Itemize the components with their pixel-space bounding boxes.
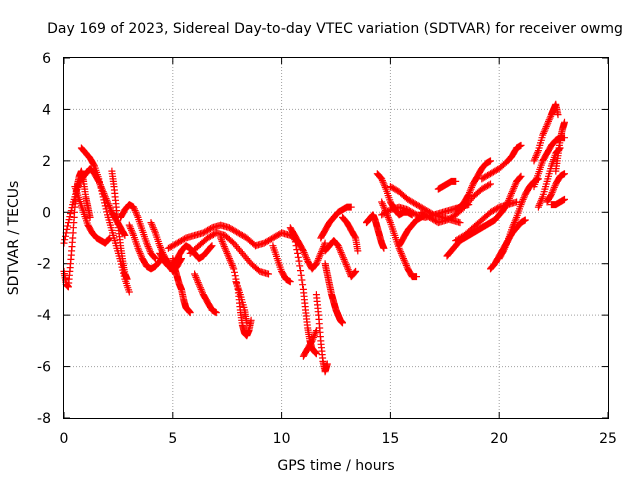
data-point-markers	[321, 237, 360, 281]
y-tick-labels: -8 -6 -4 -2 0 2 4 6	[37, 51, 51, 427]
data-point-markers	[169, 255, 194, 317]
data-point-markers	[417, 180, 494, 227]
series-s13	[186, 229, 272, 278]
series-s44	[543, 170, 568, 206]
data-point-markers	[495, 175, 542, 263]
series-s37	[478, 141, 525, 183]
series-s10	[169, 255, 194, 317]
data-point-markers	[530, 100, 562, 165]
y-tick-label: -2	[37, 257, 51, 273]
series-s24	[321, 237, 360, 281]
series-s18	[286, 224, 329, 273]
data-point-markers	[232, 278, 251, 327]
x-tick-label: 25	[599, 431, 617, 447]
data-point-markers	[321, 260, 346, 327]
data-point-markers	[164, 221, 259, 252]
data-point-markers	[478, 141, 525, 183]
data-point-markers	[299, 327, 320, 360]
x-tick-label: 5	[168, 431, 177, 447]
series-s26	[363, 211, 388, 252]
data-point-markers	[491, 172, 525, 224]
data-point-markers	[117, 201, 159, 263]
series-s41	[530, 100, 562, 165]
series-s22	[321, 260, 346, 327]
series-s45	[547, 195, 568, 209]
y-tick-label: -6	[37, 360, 51, 376]
y-axis-label: SDTVAR / TECUs	[6, 181, 22, 296]
data-point-markers	[286, 224, 329, 273]
series-s09	[156, 242, 216, 270]
series-s05	[108, 167, 131, 283]
y-tick-label: 4	[42, 102, 51, 118]
data-point-markers	[186, 229, 272, 278]
data-point-markers	[452, 157, 494, 214]
series-s25	[339, 213, 362, 255]
data-point-markers	[71, 183, 114, 247]
x-tick-label: 0	[60, 431, 69, 447]
x-tick-label: 15	[381, 431, 399, 447]
data-point-markers	[363, 211, 388, 252]
series-s40	[495, 175, 542, 263]
series-s34	[452, 157, 494, 214]
y-tick-label: -8	[37, 411, 51, 427]
series-s04	[71, 183, 114, 247]
series-s46	[552, 118, 568, 175]
chart-title: Day 169 of 2023, Sidereal Day-to-day VTE…	[47, 21, 623, 37]
series-s32	[417, 180, 494, 227]
data-point-markers	[339, 213, 362, 255]
data-points	[60, 100, 568, 376]
y-tick-label: 2	[42, 154, 51, 170]
y-tick-label: 0	[42, 205, 51, 221]
data-point-markers	[269, 242, 294, 286]
data-point-markers	[547, 195, 568, 209]
series-s17	[269, 242, 294, 286]
data-point-markers	[156, 242, 216, 270]
x-tick-label: 20	[490, 431, 508, 447]
data-point-markers	[312, 291, 331, 376]
series-s39	[491, 172, 525, 224]
data-point-markers	[191, 270, 220, 317]
series-s33	[434, 177, 460, 193]
y-tick-label: -4	[37, 308, 51, 324]
series-s28	[378, 198, 420, 281]
data-point-markers	[434, 177, 460, 193]
plot-frame	[63, 57, 609, 419]
data-point-markers	[108, 167, 131, 283]
x-tick-labels: 0 5 10 15 20 25	[60, 431, 617, 447]
series-s21	[312, 291, 331, 376]
x-axis-label: GPS time / hours	[277, 458, 394, 474]
series-s20	[299, 327, 320, 360]
data-point-markers	[552, 118, 568, 175]
series-s12	[191, 270, 220, 317]
series-s11	[164, 221, 259, 252]
data-point-markers	[378, 198, 420, 281]
data-point-markers	[543, 170, 568, 206]
series-s15	[232, 278, 251, 327]
series-s06	[117, 201, 159, 263]
x-tick-label: 10	[273, 431, 291, 447]
y-tick-label: 6	[42, 51, 51, 67]
series-s23	[317, 203, 355, 242]
data-point-markers	[317, 203, 355, 242]
